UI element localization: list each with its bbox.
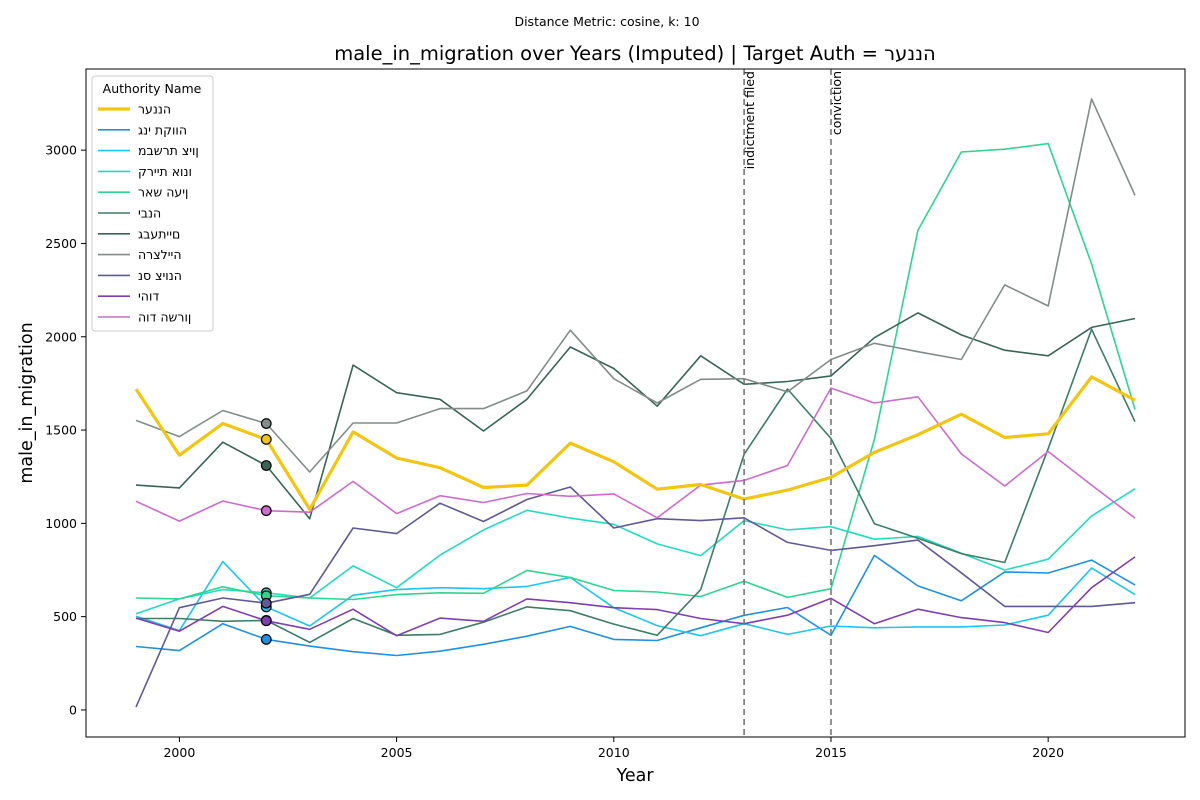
series-marker <box>260 433 272 445</box>
legend-entry: הווקת ינג <box>138 122 187 137</box>
series-line <box>135 142 1136 601</box>
series-marker <box>260 460 272 471</box>
event-label: indictment filed <box>742 71 757 169</box>
series-marker <box>260 634 272 645</box>
legend-box <box>91 75 214 332</box>
series-line <box>135 556 1136 637</box>
legend-entry: הנבי <box>138 206 161 221</box>
legend-entry: םייתעבג <box>138 226 180 241</box>
y-axis: 0 500 1000 1500 2000 2500 3000 <box>45 143 86 717</box>
legend-entry: ונוא תיירק <box>138 164 192 179</box>
y-tick-label: 2500 <box>45 236 77 251</box>
y-tick-label: 0 <box>69 702 77 717</box>
series-line <box>135 488 1136 615</box>
series-line <box>135 560 1136 637</box>
y-axis-label: male_in_migration <box>17 322 37 483</box>
x-tick-label: 2005 <box>381 745 413 760</box>
x-tick-label: 2015 <box>815 745 847 760</box>
figure-suptitle: Distance Metric: cosine, k: 10 <box>514 14 699 29</box>
y-tick-label: 2000 <box>45 329 77 344</box>
x-tick-label: 2020 <box>1032 745 1064 760</box>
series-line <box>134 375 1136 511</box>
x-tick-label: 2000 <box>163 745 195 760</box>
plot-frame <box>85 68 1186 738</box>
series-marker <box>260 615 272 627</box>
legend-title: Authority Name <box>103 81 202 96</box>
series-line <box>135 387 1136 522</box>
y-tick-label: 3000 <box>45 143 77 158</box>
y-tick-label: 1500 <box>45 423 77 438</box>
event-label: conviction <box>829 71 844 135</box>
series-marker <box>260 597 272 609</box>
plot-area: indictment filed conviction <box>134 69 1136 737</box>
legend-entry: ןורשה דוה <box>138 310 191 325</box>
x-axis-label: Year <box>615 766 654 786</box>
y-tick-label: 1000 <box>45 516 77 531</box>
legend-entry: הנויצ סנ <box>138 268 182 283</box>
legend-entry: הננער <box>138 102 171 117</box>
series-marker <box>260 418 272 429</box>
x-axis: 2000 2005 2010 2015 2020 <box>163 737 1064 760</box>
legend-entry: דוהי <box>138 289 159 304</box>
legend: Authority Name הננער הווקת ינג ןויצ תרשבמ ו… <box>91 75 214 332</box>
series-line <box>135 98 1136 473</box>
y-tick-label: 500 <box>53 609 77 624</box>
series-line <box>135 554 1136 657</box>
legend-entry: היילצרה <box>138 247 182 262</box>
legend-entry: ןויצ תרשבמ <box>138 143 199 158</box>
series-line <box>135 486 1136 708</box>
series-line <box>136 328 1136 644</box>
x-tick-label: 2010 <box>598 745 630 760</box>
series-marker <box>260 505 272 517</box>
series-line <box>135 312 1136 520</box>
legend-entry: ןיעה שאר <box>138 185 188 200</box>
chart-title: male_in_migration over Years (Imputed) |… <box>334 42 936 65</box>
